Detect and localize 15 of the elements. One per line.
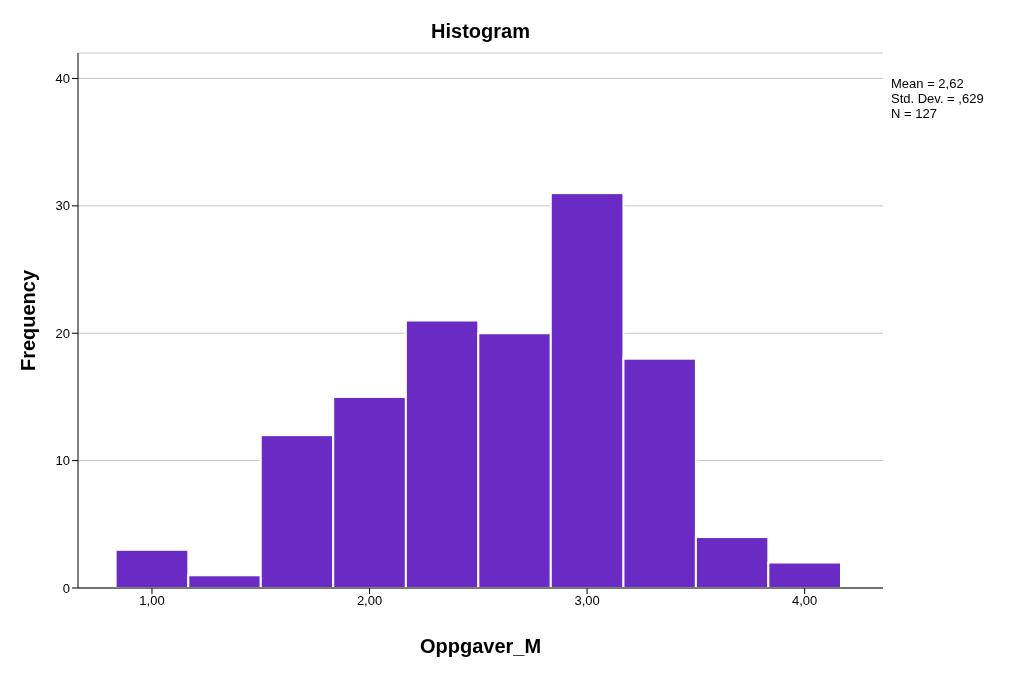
y-axis-title: Frequency: [17, 269, 40, 372]
x-tick-label: 4,00: [792, 593, 818, 609]
text: Std. Dev. = ,629: [891, 91, 984, 106]
y-tick-label: 30: [55, 198, 70, 214]
y-tick-label: 0: [62, 580, 70, 596]
chart-title: Histogram: [430, 20, 531, 43]
text: Mean = 2,62: [891, 76, 965, 91]
text: N = 127: [891, 106, 938, 121]
y-tick-label: 10: [55, 453, 70, 469]
y-tick-label: 40: [55, 71, 70, 87]
x-tick-label: 2,00: [356, 593, 383, 609]
x-tick-label: 3,00: [574, 593, 600, 609]
x-axis-title: Oppgaver_M: [419, 635, 542, 657]
x-tick-label: 1,00: [139, 593, 165, 609]
y-tick-label: 20: [55, 325, 70, 341]
